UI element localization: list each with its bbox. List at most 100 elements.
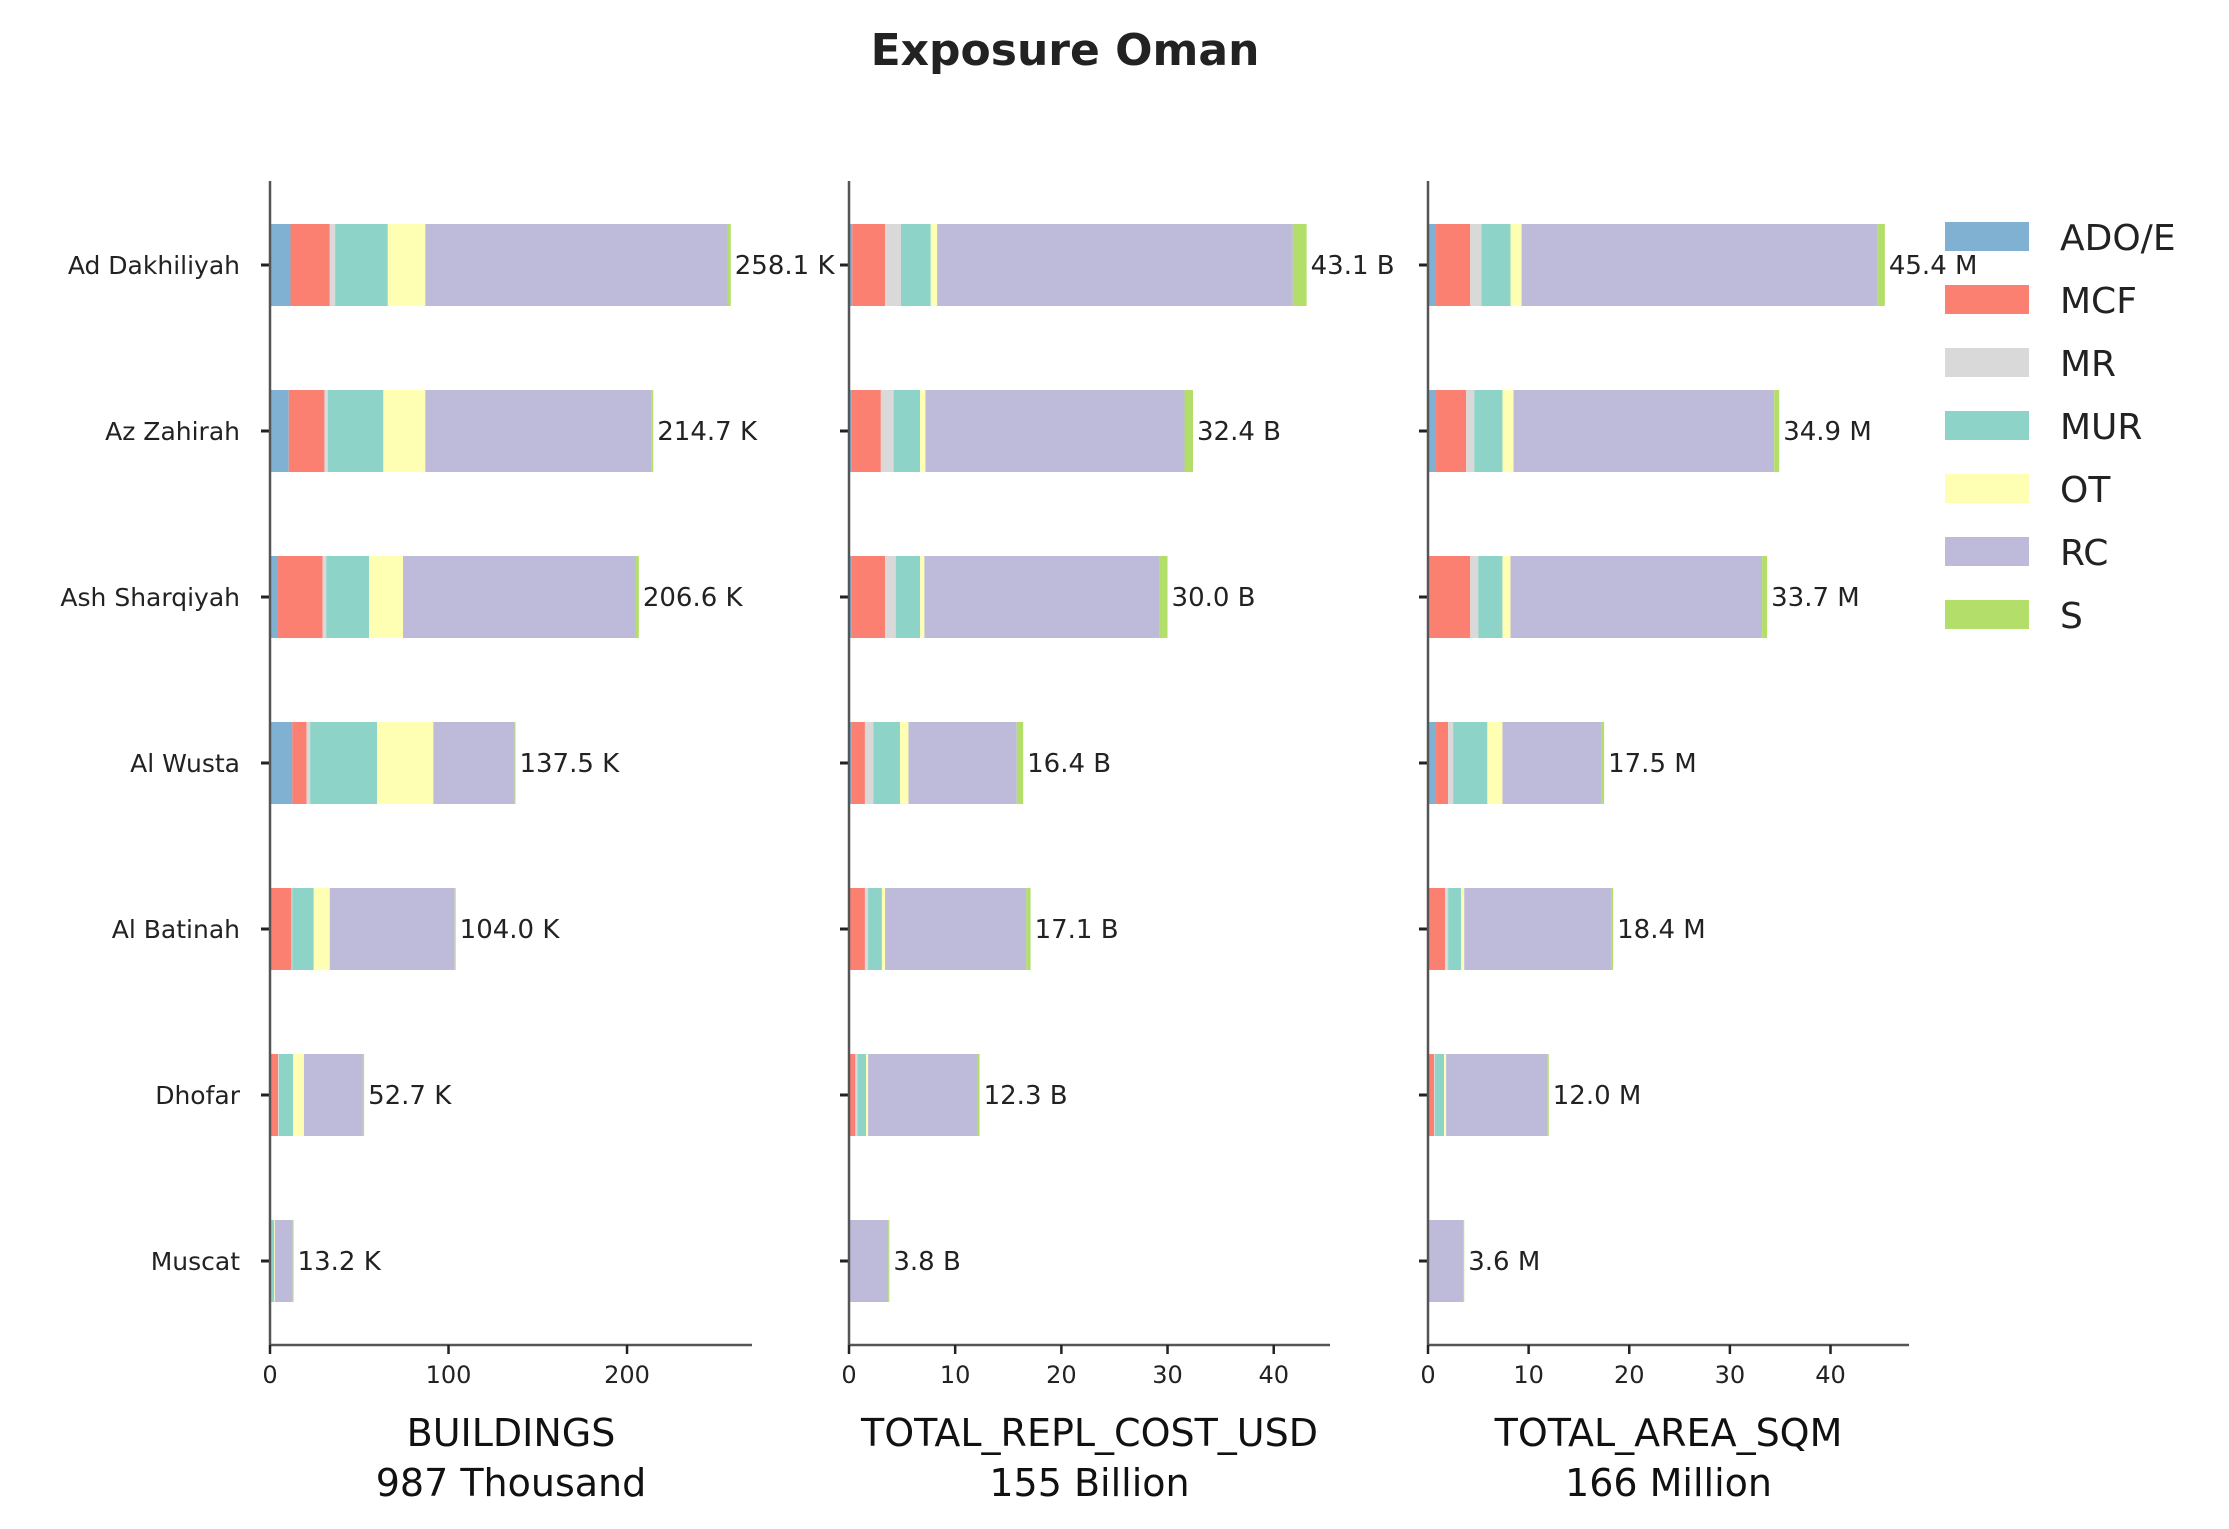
total-label-ad-dakhiliyah: 258.1 K xyxy=(735,251,836,281)
x-tick-label: 0 xyxy=(841,1361,856,1389)
legend-swatch xyxy=(1945,474,2029,503)
bar-segment-muscat-rc xyxy=(274,1220,293,1302)
total-label-az-zahirah: 32.4 B xyxy=(1197,417,1281,447)
category-label-ad-dakhiliyah: Ad Dakhiliyah xyxy=(68,251,240,280)
x-axis-label: TOTAL_REPL_COST_USD xyxy=(860,1411,1318,1455)
total-label-muscat: 3.6 M xyxy=(1468,1247,1540,1277)
bar-segment-az-zahirah-rc xyxy=(425,390,652,472)
bar-segment-al-wusta-s xyxy=(514,722,516,804)
bar-segment-al-batinah-mr xyxy=(291,888,293,970)
legend-item-ot: OT xyxy=(1945,470,2111,511)
bar-segment-ash-sharqiyah-mcf xyxy=(1430,556,1471,638)
x-tick-label: 10 xyxy=(1513,1361,1544,1389)
panel-total-area-sqm: 45.4 M 34.9 M 33.7 M 17.5 M 18.4 M 12.0 M 3.6 … xyxy=(1419,181,1977,1505)
bar-segment-muscat-ot xyxy=(274,1220,275,1302)
bar-segment-ad-dakhiliyah-rc xyxy=(1521,224,1878,306)
bar-segment-al-wusta-mr xyxy=(306,722,311,804)
bar-segment-al-wusta-mcf xyxy=(851,722,865,804)
bar-segment-dhofar-rc xyxy=(303,1054,363,1136)
x-axis-total: 987 Thousand xyxy=(376,1461,647,1505)
total-label-az-zahirah: 34.9 M xyxy=(1783,417,1872,447)
total-label-ash-sharqiyah: 30.0 B xyxy=(1172,583,1256,613)
category-label-ash-sharqiyah: Ash Sharqiyah xyxy=(60,583,240,612)
total-label-al-batinah: 104.0 K xyxy=(460,915,561,945)
bar-segment-ad-dakhiliyah-ado-e xyxy=(1428,224,1437,306)
bar-segment-az-zahirah-mcf xyxy=(851,390,881,472)
bar-segment-al-wusta-ot xyxy=(899,722,909,804)
total-label-al-wusta: 137.5 K xyxy=(519,749,620,779)
bar-segment-ash-sharqiyah-mur xyxy=(1478,556,1503,638)
bar-segment-ad-dakhiliyah-ado-e xyxy=(849,224,853,306)
category-label-muscat: Muscat xyxy=(151,1247,241,1276)
bar-segment-az-zahirah-ot xyxy=(920,390,926,472)
bar-segment-dhofar-s xyxy=(1547,1054,1549,1136)
bar-segment-ad-dakhiliyah-ot xyxy=(930,224,938,306)
bar-segment-dhofar-mur xyxy=(278,1054,294,1136)
bar-segment-ash-sharqiyah-s xyxy=(1159,556,1168,638)
x-tick-label: 0 xyxy=(262,1361,277,1389)
bar-segment-az-zahirah-rc xyxy=(925,390,1185,472)
bar-segment-ad-dakhiliyah-rc xyxy=(937,224,1293,306)
bar-segment-al-wusta-mr xyxy=(1448,722,1454,804)
total-label-muscat: 13.2 K xyxy=(298,1247,382,1277)
legend-item-mr: MR xyxy=(1945,344,2116,385)
x-tick-label: 40 xyxy=(1815,1361,1846,1389)
x-tick-label: 20 xyxy=(1614,1361,1645,1389)
x-tick-label: 100 xyxy=(426,1361,472,1389)
bar-segment-al-wusta-mur xyxy=(1453,722,1488,804)
legend-label: S xyxy=(2060,596,2083,637)
bar-segment-ash-sharqiyah-mur xyxy=(326,556,370,638)
total-label-az-zahirah: 214.7 K xyxy=(657,417,758,447)
bar-segment-ad-dakhiliyah-ot xyxy=(1510,224,1522,306)
bar-segment-al-batinah-mr xyxy=(864,888,869,970)
bar-segment-al-batinah-mr xyxy=(1445,888,1449,970)
bar-segment-ad-dakhiliyah-mcf xyxy=(290,224,330,306)
bar-segment-ash-sharqiyah-s xyxy=(635,556,639,638)
legend-item-mcf: MCF xyxy=(1945,281,2137,322)
bar-segment-az-zahirah-ot xyxy=(1502,390,1514,472)
x-axis-label: TOTAL_AREA_SQM xyxy=(1494,1411,1843,1455)
x-tick-label: 200 xyxy=(604,1361,650,1389)
bar-segment-az-zahirah-rc xyxy=(1513,390,1775,472)
bar-segment-ash-sharqiyah-mcf xyxy=(278,556,323,638)
bar-segment-al-batinah-ot xyxy=(1461,888,1465,970)
bar-segment-dhofar-mcf xyxy=(270,1054,279,1136)
legend-item-mur: MUR xyxy=(1945,407,2142,448)
bar-segment-al-batinah-mur xyxy=(868,888,882,970)
bar-segment-ash-sharqiyah-mur xyxy=(895,556,921,638)
bar-segment-ad-dakhiliyah-rc xyxy=(425,224,728,306)
total-label-al-batinah: 17.1 B xyxy=(1035,915,1119,945)
legend: ADO/E MCF MR MUR OT RC S xyxy=(1945,218,2176,637)
bar-segment-al-batinah-s xyxy=(1611,888,1614,970)
bar-segment-ash-sharqiyah-mcf xyxy=(851,556,886,638)
legend-label: MCF xyxy=(2060,281,2137,322)
bar-segment-az-zahirah-mcf xyxy=(1436,390,1467,472)
bar-segment-al-batinah-mur xyxy=(292,888,314,970)
bar-segment-ash-sharqiyah-mr xyxy=(322,556,327,638)
bar-segment-dhofar-mr xyxy=(1434,1054,1436,1136)
bar-segment-al-batinah-rc xyxy=(1464,888,1612,970)
legend-label: RC xyxy=(2060,533,2108,574)
bar-segment-muscat-rc xyxy=(1429,1220,1464,1302)
bar-segment-ad-dakhiliyah-s xyxy=(727,224,731,306)
bar-segment-al-batinah-mcf xyxy=(270,888,292,970)
bar-segment-ad-dakhiliyah-mur xyxy=(1481,224,1511,306)
total-label-ash-sharqiyah: 206.6 K xyxy=(643,583,744,613)
bar-segment-az-zahirah-ado-e xyxy=(270,390,289,472)
bar-segment-az-zahirah-s xyxy=(1774,390,1780,472)
x-tick-label: 30 xyxy=(1152,1361,1183,1389)
category-label-az-zahirah: Az Zahirah xyxy=(105,417,240,446)
bar-segment-dhofar-s xyxy=(977,1054,980,1136)
total-label-ad-dakhiliyah: 43.1 B xyxy=(1311,251,1395,281)
bar-segment-muscat-s xyxy=(1463,1220,1465,1302)
x-tick-label: 40 xyxy=(1258,1361,1289,1389)
legend-swatch xyxy=(1945,348,2029,377)
bar-segment-ash-sharqiyah-ot xyxy=(369,556,403,638)
total-label-al-wusta: 16.4 B xyxy=(1027,749,1111,779)
legend-label: MR xyxy=(2060,344,2116,385)
total-label-ash-sharqiyah: 33.7 M xyxy=(1771,583,1860,613)
bar-segment-al-wusta-s xyxy=(1016,722,1024,804)
bar-segment-ash-sharqiyah-s xyxy=(1762,556,1768,638)
bar-segment-al-wusta-rc xyxy=(908,722,1017,804)
total-label-al-wusta: 17.5 M xyxy=(1608,749,1697,779)
